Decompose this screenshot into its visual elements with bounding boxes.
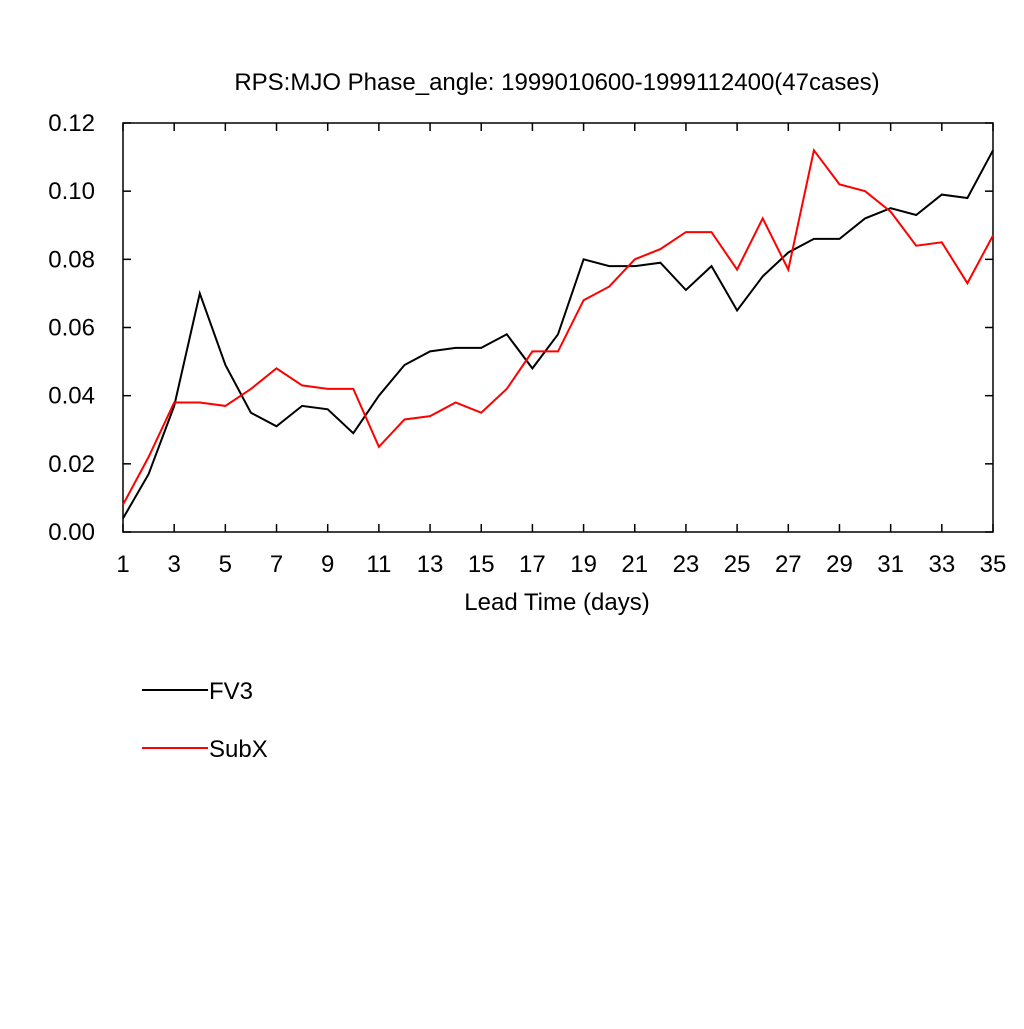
y-tick-label: 0.12 [48,110,95,137]
legend-label-subx: SubX [209,736,268,763]
x-tick-label: 23 [673,551,700,578]
y-tick-label: 0.10 [48,178,95,205]
x-tick-label: 13 [417,551,444,578]
x-tick-label: 5 [219,551,232,578]
x-tick-label: 19 [570,551,597,578]
x-tick-label: 3 [167,551,180,578]
series-line-fv3 [122,149,994,519]
y-tick-label: 0.06 [48,315,95,342]
legend-label-fv3: FV3 [209,678,253,705]
y-tick-label: 0.04 [48,383,95,410]
x-tick-label: 21 [621,551,648,578]
series-line-subx [122,147,994,506]
x-tick-label: 15 [468,551,495,578]
x-tick-label: 29 [826,551,853,578]
x-tick-label: 35 [980,551,1007,578]
x-tick-label: 31 [877,551,904,578]
x-tick-label: 17 [519,551,546,578]
x-tick-label: 7 [270,551,283,578]
y-tick-label: 0.00 [48,519,95,546]
y-tick-label: 0.02 [48,451,95,478]
x-tick-label: 11 [366,551,391,578]
x-tick-label: 33 [928,551,955,578]
plot-area-frame [122,122,994,533]
x-tick-label: 9 [321,551,334,578]
x-axis-label: Lead Time (days) [464,589,649,616]
series-group [122,147,994,519]
legend: FV3 SubX [142,678,268,763]
chart-title: RPS:MJO Phase_angle: 1999010600-19991124… [234,69,879,96]
x-tick-label: 27 [775,551,802,578]
x-tick-label: 1 [116,551,129,578]
y-tick-label: 0.08 [48,246,95,273]
x-tick-label: 25 [724,551,751,578]
y-axis: 0.00 0.02 0.04 0.06 0.08 0.10 0.12 [48,110,993,546]
x-axis: 1 3 5 7 9 11 13 15 17 19 21 23 25 27 29 31 33 35 [116,123,1006,578]
